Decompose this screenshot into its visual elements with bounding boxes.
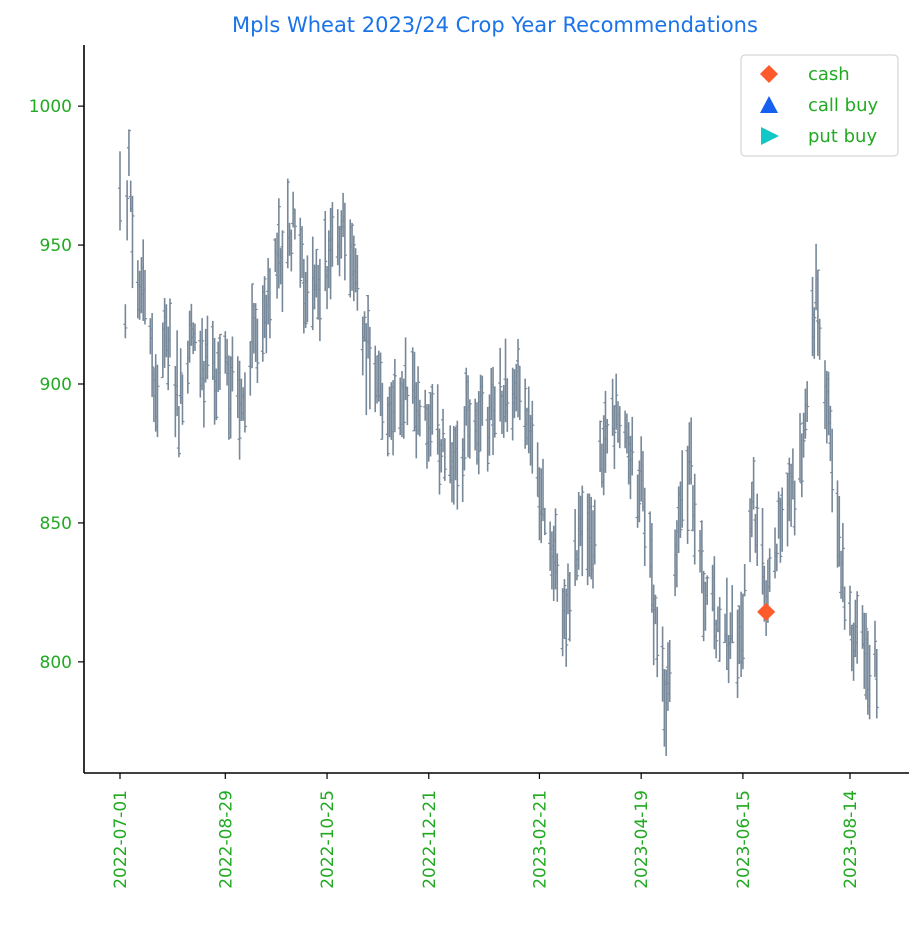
cash-marker <box>757 602 776 621</box>
x-tick-label: 2022-12-21 <box>420 790 440 889</box>
x-tick-label: 2023-08-14 <box>841 790 861 889</box>
x-tick-label: 2023-06-15 <box>734 790 754 889</box>
axes <box>83 45 909 774</box>
x-tick-label: 2023-04-19 <box>632 790 652 889</box>
y-tick-label: 850 <box>40 514 72 534</box>
x-tick-label: 2023-02-21 <box>530 790 550 889</box>
legend-label: call buy <box>808 95 878 116</box>
legend-frame <box>740 54 899 157</box>
legend-triangle-right-icon <box>761 127 779 145</box>
x-tick-label: 2022-07-01 <box>111 790 131 889</box>
y-tick-label: 1000 <box>29 97 72 117</box>
y-tick-label: 900 <box>40 375 72 395</box>
legend-label: cash <box>808 64 850 85</box>
chart-title: Mpls Wheat 2023/24 Crop Year Recommendat… <box>232 13 758 37</box>
legend-diamond-icon <box>760 65 778 83</box>
legend-label: put buy <box>808 126 877 147</box>
x-tick-label: 2022-10-25 <box>318 790 338 889</box>
ohlc-bars <box>118 129 879 756</box>
legend-triangle-up-icon <box>760 96 778 113</box>
legend: cash call buy put buy <box>740 54 899 157</box>
y-axis-ticks: 800 850 900 950 1000 <box>29 97 84 673</box>
y-tick-label: 800 <box>40 653 72 673</box>
x-axis-ticks: 2022-07-01 2022-08-29 2022-10-25 2022-12-21… <box>111 773 861 889</box>
y-tick-label: 950 <box>40 236 72 256</box>
x-tick-label: 2022-08-29 <box>216 790 236 889</box>
recommendation-markers <box>757 602 776 621</box>
